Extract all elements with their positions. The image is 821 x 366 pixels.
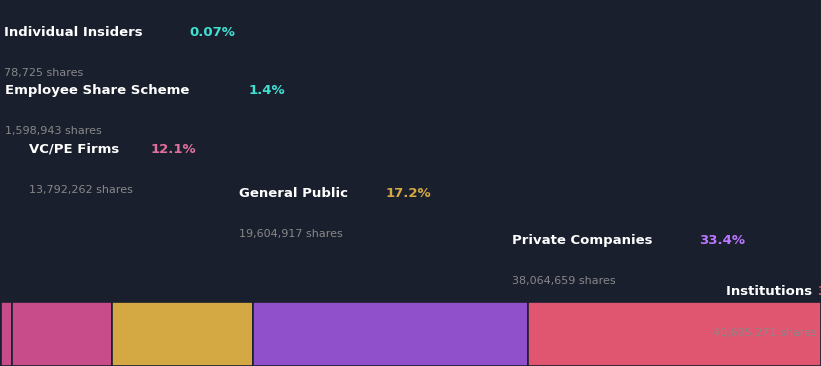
Text: 13,792,262 shares: 13,792,262 shares (29, 185, 132, 195)
Bar (528, 302, 821, 366)
Text: 17.2%: 17.2% (385, 187, 431, 200)
Bar (12, 302, 112, 366)
Text: 33.4%: 33.4% (699, 234, 745, 247)
Text: Employee Share Scheme: Employee Share Scheme (5, 84, 194, 97)
Text: 1,598,943 shares: 1,598,943 shares (5, 126, 102, 136)
Text: 40,695,271 shares: 40,695,271 shares (713, 328, 817, 337)
Text: 78,725 shares: 78,725 shares (4, 68, 84, 78)
Text: 35.7%: 35.7% (817, 285, 821, 299)
Text: 0.07%: 0.07% (189, 26, 235, 39)
Text: 12.1%: 12.1% (151, 143, 196, 156)
Text: Individual Insiders: Individual Insiders (4, 26, 147, 39)
Bar (112, 302, 253, 366)
Text: 1.4%: 1.4% (249, 84, 285, 97)
Text: 38,064,659 shares: 38,064,659 shares (511, 276, 615, 286)
Text: 19,604,917 shares: 19,604,917 shares (239, 229, 342, 239)
Text: Private Companies: Private Companies (511, 234, 657, 247)
Text: VC/PE Firms: VC/PE Firms (29, 143, 123, 156)
Bar (253, 302, 528, 366)
Text: Institutions: Institutions (726, 285, 817, 299)
Text: General Public: General Public (239, 187, 352, 200)
Bar (1, 302, 12, 366)
